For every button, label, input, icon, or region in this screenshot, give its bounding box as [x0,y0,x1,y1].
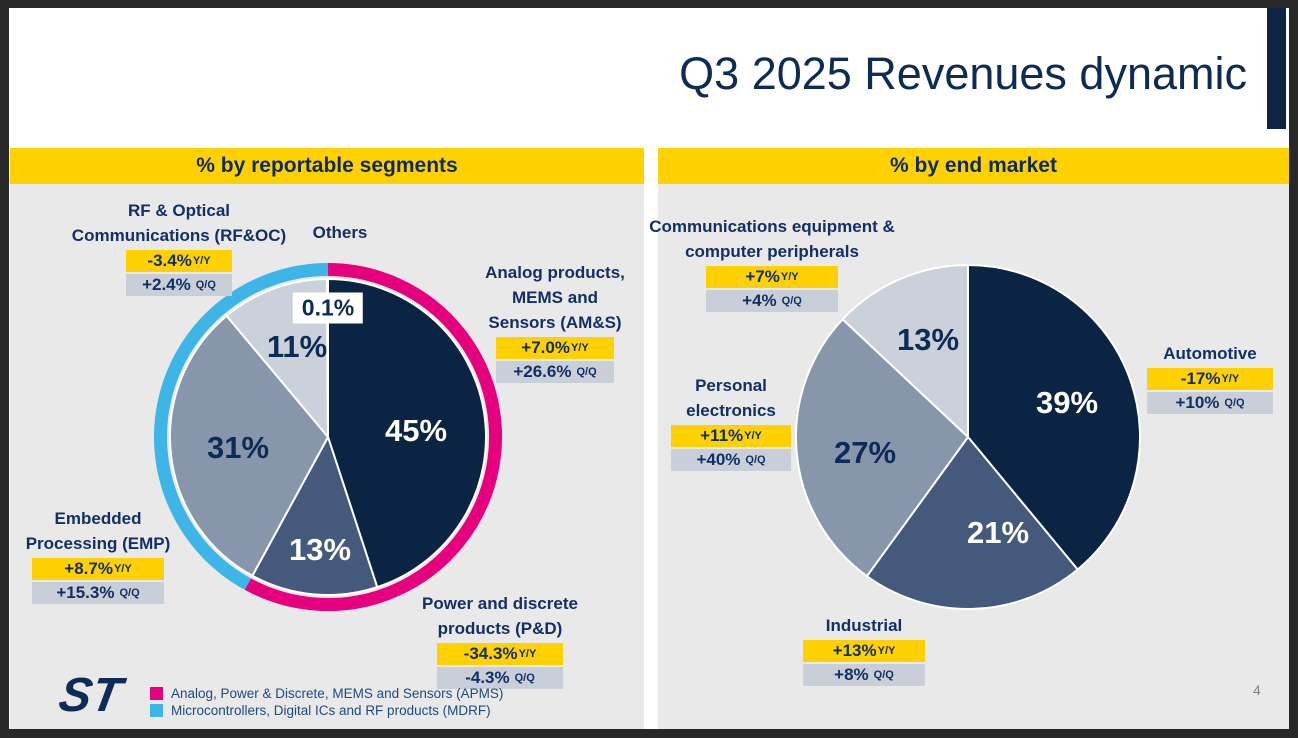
comms-qq-badge: +4% Q/Q [706,290,838,312]
callout-pd-title: Power and discrete products (P&D) [422,594,578,638]
callout-ams-title: Analog products, MEMS and Sensors (AM&S) [485,263,625,332]
end-market-panel-header: % by end market [658,148,1289,184]
ams-qq-badge: +26.6% Q/Q [496,361,614,383]
callout-others-title: Others [312,223,368,242]
market-value-industrial: 21% [966,515,1030,550]
market-value-automotive: 39% [1035,385,1099,420]
segment-value-emp: 31% [206,430,270,465]
emp-qq-badge: +15.3% Q/Q [32,582,164,604]
pd-qq-badge: -4.3% Q/Q [437,667,563,689]
callout-personal-title: Personal electronics [686,376,776,420]
slide: Q3 2025 Revenues dynamic % by reportable… [9,8,1289,729]
callout-industrial-title: Industrial [825,616,903,635]
callout-rfoc-title: RF & Optical Communications (RF&OC) [71,201,287,245]
automotive-qq-badge: +10% Q/Q [1147,392,1273,414]
legend-item-apms: Analog, Power & Discrete, MEMS and Senso… [150,685,503,702]
callout-ams: Analog products, MEMS and Sensors (AM&S)… [425,260,685,383]
end-market-pie-chart [795,264,1141,610]
callout-automotive-title: Automotive [1163,344,1257,363]
callout-automotive: Automotive -17% Y/Y +10% Q/Q [1128,341,1292,414]
pd-yy-badge: -34.3% Y/Y [437,643,563,665]
st-logo-icon: ST [55,668,127,722]
comms-yy-badge: +7% Y/Y [706,266,838,288]
personal-yy-badge: +11% Y/Y [671,425,791,447]
rfoc-qq-badge: +2.4% Q/Q [126,274,232,296]
ams-yy-badge: +7.0% Y/Y [496,337,614,359]
accent-bar [1267,8,1286,129]
segments-panel-header: % by reportable segments [10,148,644,184]
automotive-yy-badge: -17% Y/Y [1147,368,1273,390]
legend-item-mdrf: Microcontrollers, Digital ICs and RF pro… [150,702,503,719]
svg-text:ST: ST [55,668,127,722]
segment-value-rfoc: 11% [266,329,328,364]
segment-value-ams: 45% [384,413,448,448]
apms-swatch-icon [150,687,163,700]
callout-rfoc: RF & Optical Communications (RF&OC) -3.4… [47,198,311,296]
legend: Analog, Power & Discrete, MEMS and Senso… [150,685,503,719]
market-value-comms: 13% [896,322,960,357]
segment-value-others: 0.1% [292,292,364,324]
segment-value-pd: 13% [288,532,352,567]
emp-yy-badge: +8.7% Y/Y [32,558,164,580]
callout-emp: Embedded Processing (EMP) +8.7% Y/Y +15.3… [9,506,187,604]
callout-emp-title: Embedded Processing (EMP) [25,509,171,553]
callout-industrial: Industrial +13% Y/Y +8% Q/Q [774,613,954,686]
callout-pd: Power and discrete products (P&D) -34.3%… [370,591,630,689]
callout-comms: Communications equipment & computer peri… [612,214,932,312]
market-value-personal: 27% [833,435,897,470]
industrial-yy-badge: +13% Y/Y [803,640,925,662]
mdrf-swatch-icon [150,704,163,717]
personal-qq-badge: +40% Q/Q [671,449,791,471]
callout-personal: Personal electronics +11% Y/Y +40% Q/Q [651,373,811,471]
rfoc-yy-badge: -3.4% Y/Y [126,250,232,272]
industrial-qq-badge: +8% Q/Q [803,664,925,686]
callout-comms-title: Communications equipment & computer peri… [649,217,895,261]
page-title: Q3 2025 Revenues dynamic [679,48,1247,99]
page-number: 4 [1253,682,1261,698]
callout-others: Others [290,220,390,245]
